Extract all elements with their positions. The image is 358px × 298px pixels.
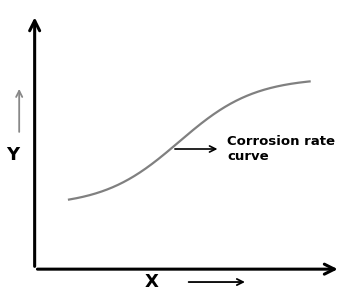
Text: Y: Y xyxy=(6,146,19,164)
Text: Corrosion rate
curve: Corrosion rate curve xyxy=(227,135,335,163)
Text: X: X xyxy=(145,273,159,291)
